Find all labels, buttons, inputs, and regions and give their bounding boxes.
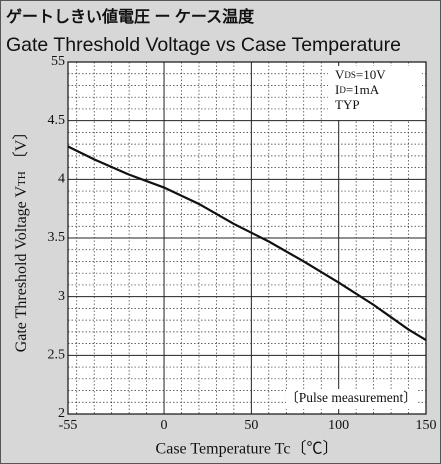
annotation-sub: D [339,85,346,95]
x-tick-label: 50 [244,418,258,433]
note: 〔Pulse measurement〕 [285,390,417,405]
y-tick-label: 55 [51,54,65,69]
annotation-text: TYP [335,97,360,112]
y-tick-label: 2 [58,406,65,421]
annotation-sub: DS [344,70,356,80]
annotation: VDS=10V [335,67,386,82]
y-tick-label: 4.5 [48,113,66,128]
y-tick-label: 2.5 [48,348,66,363]
annotation-box [328,66,422,120]
y-tick-label: 3 [58,289,65,304]
y-label-sub: TH [16,171,28,186]
chart-subtitle: Gate Threshold Voltage vs Case Temperatu… [6,34,401,56]
x-axis-label: Case Temperature Tc〔℃〕 [156,440,339,458]
note-text: Pulse measurement [299,390,404,405]
annotation: TYP [335,97,360,112]
y-axis-label: Gate Threshold Voltage VTH 〔V〕 [12,124,30,353]
annotation-rest: =10V [356,67,386,82]
x-tick-label: 0 [161,418,168,433]
note-box [286,389,416,409]
x-tick-label: 150 [416,418,437,433]
x-tick-label: 100 [328,418,349,433]
x-tick-label: -55 [59,418,78,433]
annotation: ID=1mA [335,82,380,97]
y-label-unit: 〔V〕 [12,124,30,172]
y-tick-label: 4 [58,172,65,187]
y-label-main: Gate Threshold Voltage V [13,186,30,353]
plot-border [67,61,427,415]
annotation-text: V [335,67,345,82]
annotation-text: I [335,82,339,97]
chart-title: ゲートしきい値電圧 ー ケース温度 [6,7,255,26]
data-line [67,145,427,342]
y-tick-label: 3.5 [48,230,66,245]
annotation-rest: =1mA [346,82,380,97]
